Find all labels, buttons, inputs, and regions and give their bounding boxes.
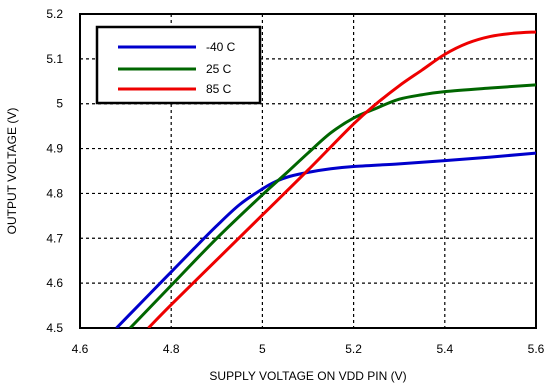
series-lines: [115, 30, 536, 328]
series-line-2: [147, 30, 536, 328]
legend-label-1: 25 C: [206, 62, 232, 76]
legend-box: [95, 25, 262, 105]
series-line-0: [115, 151, 536, 328]
y-tick-label: 4.8: [46, 186, 63, 200]
y-tick-label: 4.5: [46, 321, 63, 335]
series-line-1: [129, 83, 536, 328]
x-tick-label: 5.6: [528, 342, 545, 356]
y-axis-label: OUTPUT VOLTAGE (V): [5, 108, 19, 235]
legend-label-0: -40 C: [206, 40, 236, 54]
y-tick-label: 4.6: [46, 276, 63, 290]
x-tick-label: 4.6: [72, 342, 89, 356]
x-tick-label: 5: [259, 342, 266, 356]
grid: [80, 14, 536, 328]
y-tick-label: 5.1: [46, 52, 63, 66]
x-tick-label: 5.2: [345, 342, 362, 356]
x-tick-label: 4.8: [163, 342, 180, 356]
x-tick-label: 5.4: [436, 342, 453, 356]
y-tick-label: 4.7: [46, 231, 63, 245]
legend-label-2: 85 C: [206, 82, 232, 96]
y-tick-label: 4.9: [46, 142, 63, 156]
tick-labels: 4.6 4.8 5 5.2 5.4 5.6 4.5 4.6 4.7 4.8 4.9 5 5.1 5.2: [46, 7, 544, 356]
plot-frame: [79, 13, 537, 329]
x-axis-label: SUPPLY VOLTAGE ON VDD PIN (V): [209, 369, 406, 383]
y-tick-label: 5: [56, 97, 63, 111]
legend: -40 C 25 C 85 C: [95, 25, 262, 105]
y-tick-label: 5.2: [46, 7, 63, 21]
